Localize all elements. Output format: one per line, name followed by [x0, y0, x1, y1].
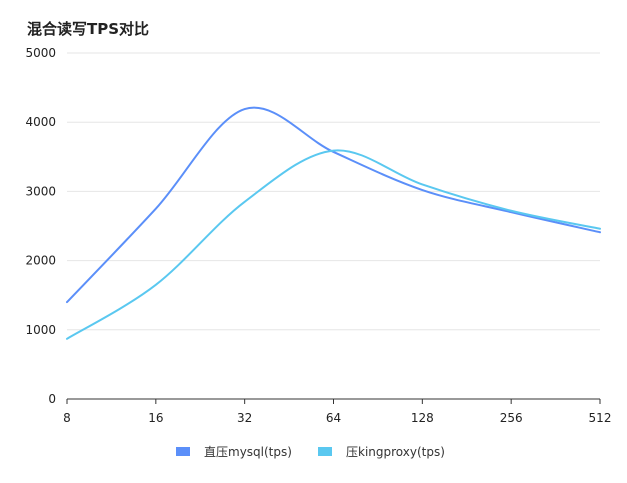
chart-title: 混合读写TPS对比 [27, 20, 149, 38]
x-tick-label: 512 [589, 411, 612, 425]
data-point[interactable] [64, 336, 70, 342]
grid-layer [67, 52, 600, 331]
data-point[interactable] [508, 208, 514, 214]
data-point[interactable] [242, 199, 248, 205]
series-line-2[interactable] [66, 149, 601, 340]
y-tick-label: 2000 [25, 254, 56, 268]
series-layer [64, 106, 603, 342]
y-tick-label: 0 [48, 392, 56, 406]
legend[interactable]: 直压mysql(tps) 压kingproxy(tps) [176, 445, 445, 459]
y-axis-ticks: 0 1000 2000 3000 4000 5000 [25, 46, 56, 406]
y-tick-label: 3000 [25, 184, 56, 198]
x-tick-label: 8 [63, 411, 71, 425]
data-point[interactable] [242, 106, 248, 112]
data-point[interactable] [419, 181, 425, 187]
x-tick-label: 32 [237, 411, 252, 425]
legend-item-2[interactable]: 压kingproxy(tps) [318, 445, 445, 459]
x-tick-label: 256 [500, 411, 523, 425]
y-tick-label: 4000 [25, 115, 56, 129]
data-point[interactable] [419, 187, 425, 193]
x-tick-label: 128 [411, 411, 434, 425]
legend-swatch [318, 447, 332, 456]
legend-swatch [176, 447, 190, 456]
data-point[interactable] [597, 226, 603, 232]
y-tick-label: 1000 [25, 323, 56, 337]
x-tick-label: 16 [148, 411, 163, 425]
legend-label: 压kingproxy(tps) [346, 445, 445, 459]
x-tick-label: 64 [326, 411, 341, 425]
y-tick-label: 5000 [25, 46, 56, 60]
data-point[interactable] [64, 299, 70, 305]
data-point[interactable] [331, 148, 337, 154]
data-point[interactable] [153, 206, 159, 212]
legend-label: 直压mysql(tps) [204, 445, 292, 459]
data-point[interactable] [153, 282, 159, 288]
legend-item-1[interactable]: 直压mysql(tps) [176, 445, 292, 459]
series-line-1[interactable] [66, 106, 601, 304]
x-axis-ticks: 8 16 32 64 128 256 512 [63, 399, 611, 425]
